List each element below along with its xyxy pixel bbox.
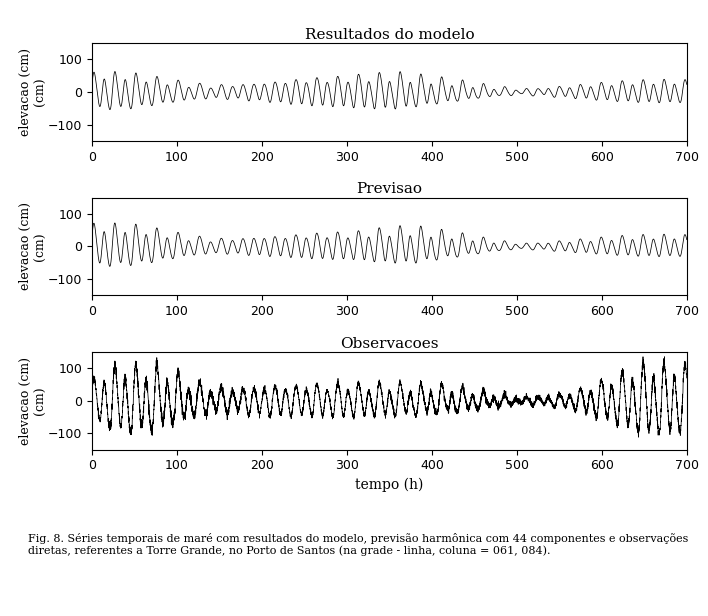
Title: Resultados do modelo: Resultados do modelo bbox=[304, 28, 474, 42]
Y-axis label: elevacao (cm)
(cm): elevacao (cm) (cm) bbox=[18, 357, 47, 445]
Title: Previsao: Previsao bbox=[356, 182, 423, 197]
Text: Fig. 8. Séries temporais de maré com resultados do modelo, previsão harmônica co: Fig. 8. Séries temporais de maré com res… bbox=[28, 533, 689, 556]
Y-axis label: elevacao (cm)
(cm): elevacao (cm) (cm) bbox=[18, 48, 47, 136]
X-axis label: tempo (h): tempo (h) bbox=[355, 478, 423, 492]
Title: Observacoes: Observacoes bbox=[340, 337, 439, 351]
Y-axis label: elevacao (cm)
(cm): elevacao (cm) (cm) bbox=[18, 203, 47, 290]
